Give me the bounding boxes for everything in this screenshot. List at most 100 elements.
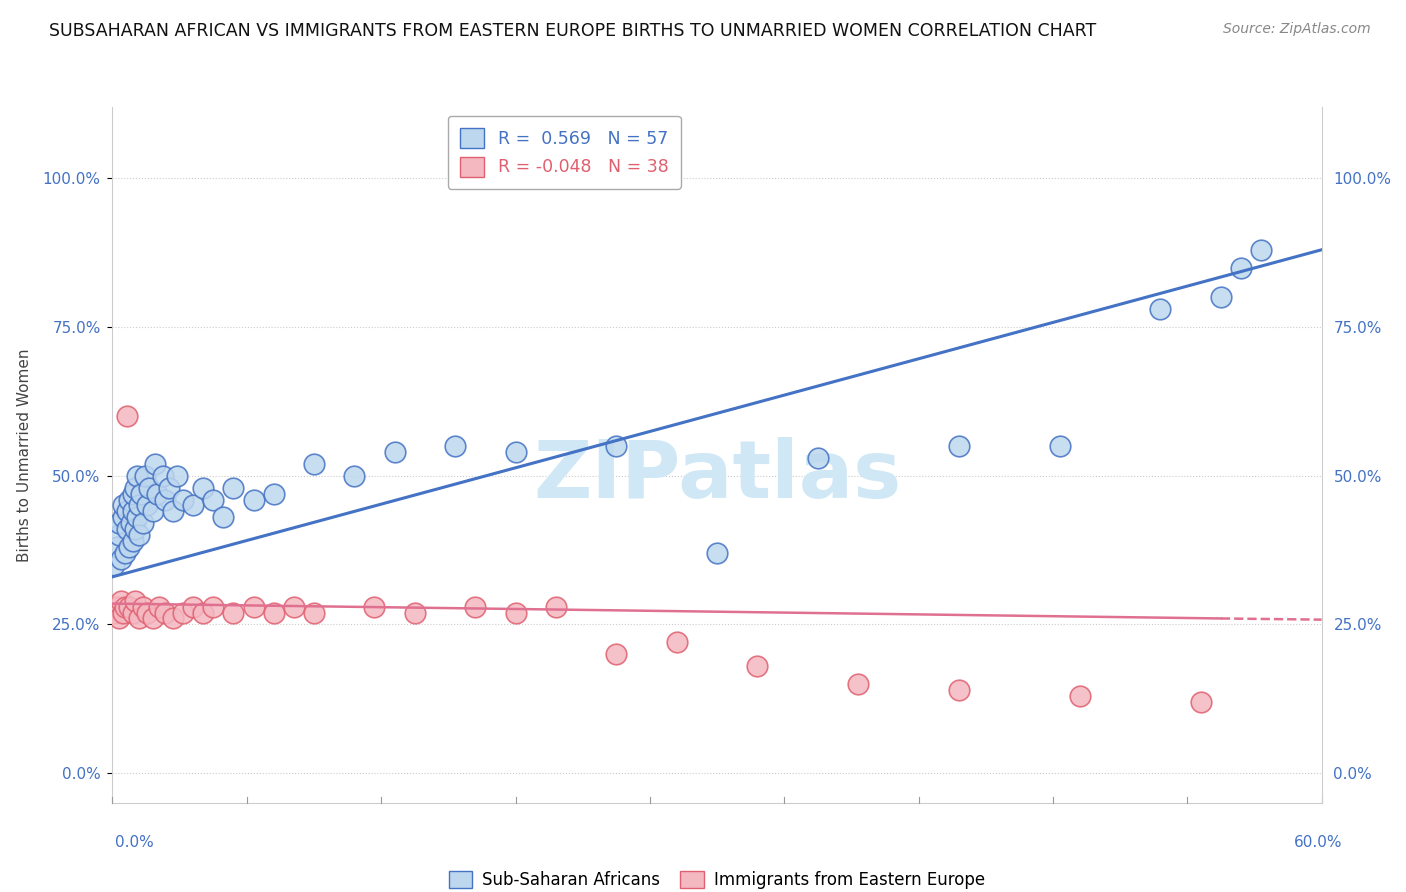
Point xyxy=(142,611,165,625)
Point xyxy=(172,606,194,620)
Point xyxy=(222,606,245,620)
Point xyxy=(121,486,143,500)
Point xyxy=(948,682,970,697)
Point xyxy=(114,546,136,560)
Point xyxy=(181,499,204,513)
Point xyxy=(121,534,143,549)
Point xyxy=(157,481,180,495)
Point xyxy=(125,510,148,524)
Point xyxy=(505,606,527,620)
Point xyxy=(212,510,235,524)
Point xyxy=(202,492,225,507)
Point xyxy=(302,606,325,620)
Point xyxy=(544,599,567,614)
Point xyxy=(665,635,688,649)
Point xyxy=(120,516,142,531)
Point xyxy=(132,516,155,531)
Point xyxy=(283,599,305,614)
Point xyxy=(605,647,627,661)
Point xyxy=(505,445,527,459)
Text: SUBSAHARAN AFRICAN VS IMMIGRANTS FROM EASTERN EUROPE BIRTHS TO UNMARRIED WOMEN C: SUBSAHARAN AFRICAN VS IMMIGRANTS FROM EA… xyxy=(49,22,1097,40)
Point xyxy=(153,492,176,507)
Point xyxy=(181,599,204,614)
Point xyxy=(121,504,143,518)
Point xyxy=(1189,695,1212,709)
Point xyxy=(948,439,970,453)
Point xyxy=(191,481,215,495)
Point xyxy=(263,486,285,500)
Point xyxy=(128,528,150,542)
Point xyxy=(846,677,869,691)
Point xyxy=(1149,302,1171,317)
Point xyxy=(605,439,627,453)
Text: ZIPatlas: ZIPatlas xyxy=(533,437,901,515)
Point xyxy=(1230,260,1253,275)
Point xyxy=(111,510,134,524)
Point xyxy=(706,546,728,560)
Point xyxy=(111,499,134,513)
Point xyxy=(125,468,148,483)
Legend: Sub-Saharan Africans, Immigrants from Eastern Europe: Sub-Saharan Africans, Immigrants from Ea… xyxy=(443,863,991,892)
Point xyxy=(404,606,426,620)
Point xyxy=(117,540,139,554)
Point xyxy=(1209,290,1232,304)
Point xyxy=(148,599,170,614)
Point xyxy=(1069,689,1091,703)
Point xyxy=(114,599,136,614)
Point xyxy=(191,606,215,620)
Point xyxy=(107,528,129,542)
Point xyxy=(143,457,166,471)
Text: 0.0%: 0.0% xyxy=(115,836,155,850)
Point xyxy=(138,481,160,495)
Point xyxy=(153,606,176,620)
Point xyxy=(115,409,138,424)
Point xyxy=(242,599,264,614)
Point xyxy=(1250,243,1272,257)
Point xyxy=(103,606,125,620)
Y-axis label: Births to Unmarried Women: Births to Unmarried Women xyxy=(17,348,31,562)
Point xyxy=(124,522,146,536)
Point xyxy=(384,445,406,459)
Point xyxy=(128,499,150,513)
Point xyxy=(172,492,194,507)
Point xyxy=(110,593,132,607)
Point xyxy=(121,606,143,620)
Point xyxy=(1049,439,1071,453)
Point xyxy=(105,599,128,614)
Point xyxy=(128,611,150,625)
Point xyxy=(242,492,264,507)
Point xyxy=(152,468,174,483)
Point xyxy=(302,457,325,471)
Point xyxy=(263,606,285,620)
Point xyxy=(135,499,157,513)
Point xyxy=(115,522,138,536)
Point xyxy=(111,606,134,620)
Text: Source: ZipAtlas.com: Source: ZipAtlas.com xyxy=(1223,22,1371,37)
Point xyxy=(105,540,128,554)
Text: 60.0%: 60.0% xyxy=(1295,836,1343,850)
Point xyxy=(110,552,132,566)
Point xyxy=(134,468,156,483)
Point xyxy=(747,659,769,673)
Point xyxy=(117,492,139,507)
Point xyxy=(807,450,830,465)
Point xyxy=(135,606,157,620)
Point xyxy=(107,611,129,625)
Point xyxy=(132,599,155,614)
Point xyxy=(107,516,129,531)
Point xyxy=(166,468,188,483)
Point xyxy=(124,593,146,607)
Point xyxy=(146,486,169,500)
Point xyxy=(222,481,245,495)
Point xyxy=(464,599,486,614)
Point xyxy=(444,439,467,453)
Point xyxy=(343,468,366,483)
Point xyxy=(115,504,138,518)
Point xyxy=(202,599,225,614)
Point xyxy=(162,611,184,625)
Point xyxy=(129,486,152,500)
Point xyxy=(363,599,385,614)
Point xyxy=(124,481,146,495)
Point xyxy=(117,599,139,614)
Point xyxy=(162,504,184,518)
